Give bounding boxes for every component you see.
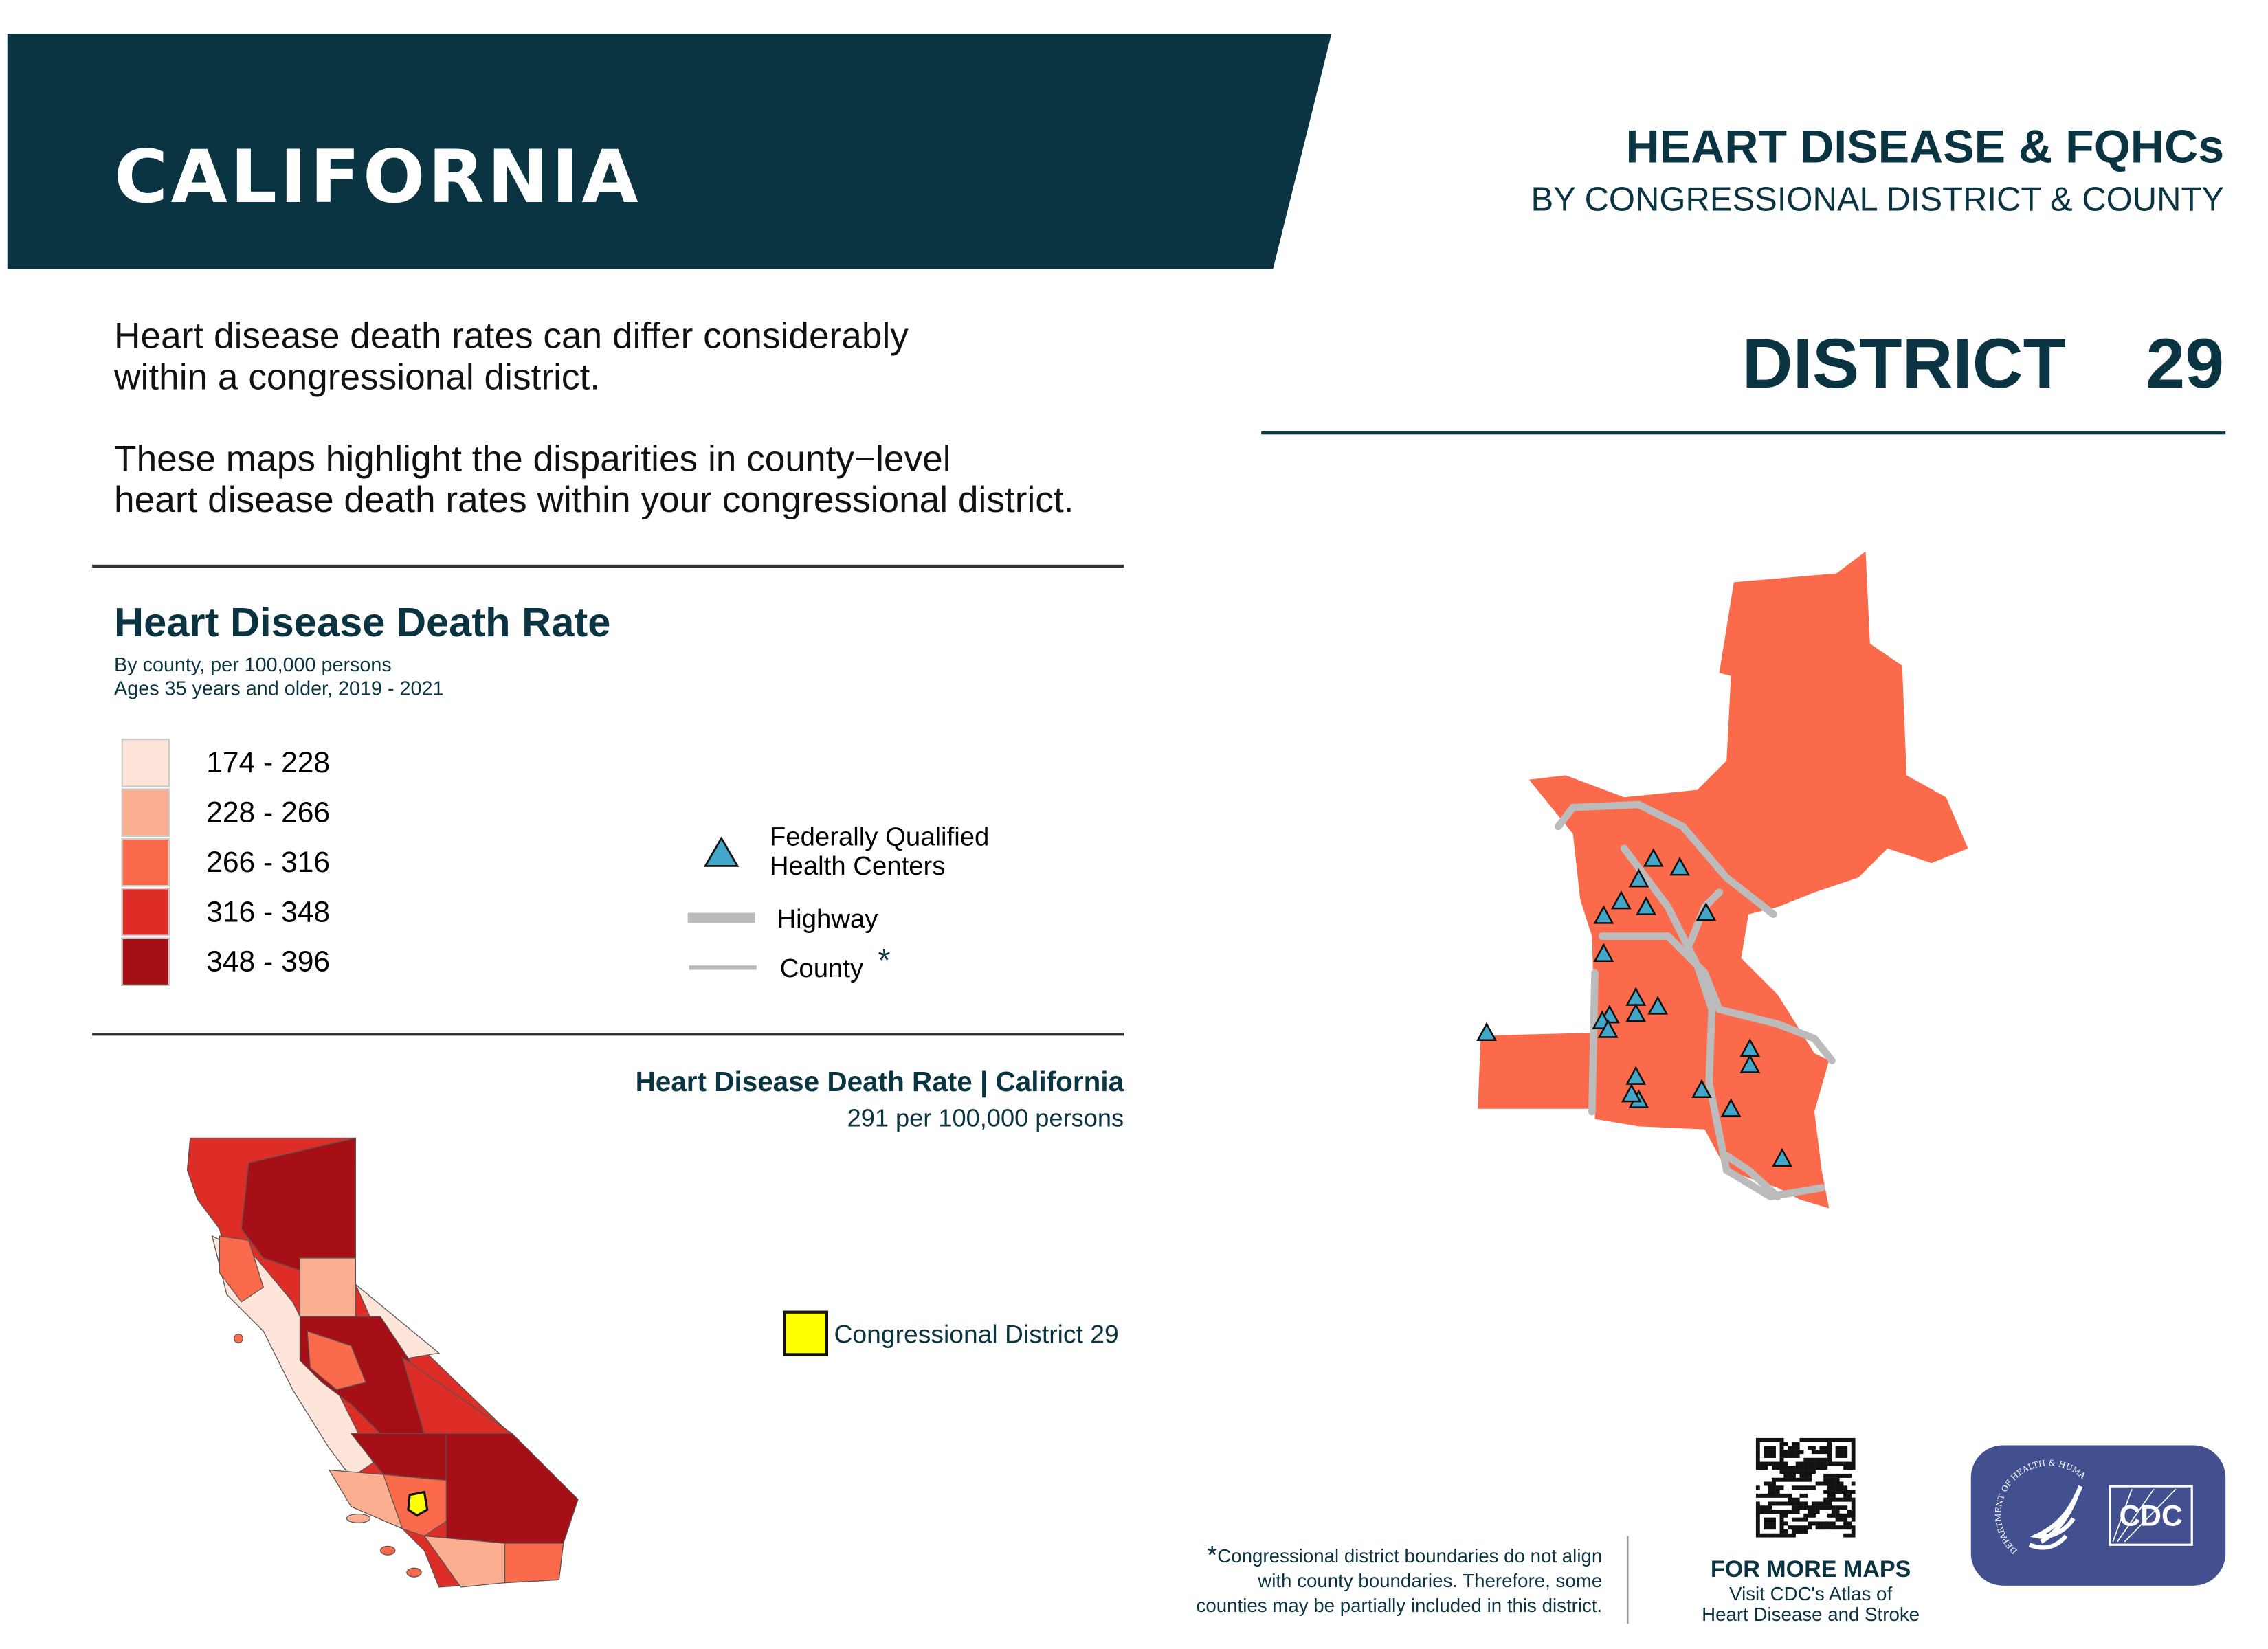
fqhc-triangle-icon	[703, 836, 740, 867]
legend-range: 316 - 348	[206, 897, 331, 929]
header-banner	[7, 33, 1332, 269]
district-legend-label: Congressional District 29	[834, 1319, 1119, 1349]
footnote-asterisk: *	[1207, 1540, 1218, 1570]
divider	[1627, 1536, 1629, 1624]
fqhc-marker-icon	[1696, 902, 1717, 921]
asterisk: *	[878, 942, 891, 979]
footnote-line: Congressional district boundaries do not…	[1217, 1545, 1603, 1567]
fqhc-marker-icon	[1625, 1066, 1647, 1085]
hhs-cdc-logo: DEPARTMENT OF HEALTH & HUMAN SERVICES·US…	[1968, 1437, 2226, 1586]
intro-line: heart disease death rates within your co…	[114, 480, 1074, 521]
legend-highway-label: Highway	[777, 904, 878, 934]
highway	[1598, 932, 1836, 1064]
title-main: HEART DISEASE & FQHCs	[1625, 120, 2225, 173]
legend-swatch	[121, 937, 170, 986]
fqhc-marker-icon	[1647, 996, 1669, 1015]
intro-line: within a congressional district.	[114, 357, 601, 399]
legend-swatch	[121, 739, 170, 787]
more-maps-line: Visit CDC's Atlas of	[1729, 1582, 1893, 1605]
fqhc-marker-icon	[1643, 848, 1664, 867]
state-name: CALIFORNIA	[114, 134, 641, 220]
fqhc-marker-icon	[1621, 1084, 1642, 1103]
county-region	[504, 1543, 564, 1584]
county-region	[445, 1433, 579, 1544]
island	[346, 1513, 371, 1523]
legend-text: Federally Qualified	[769, 822, 990, 852]
highway	[1722, 1152, 1782, 1200]
county-region	[307, 1330, 367, 1391]
hhs-eagle-icon: DEPARTMENT OF HEALTH & HUMAN SERVICES·US…	[1968, 1437, 2193, 1556]
fqhc-marker-icon	[1593, 943, 1614, 963]
legend-range: 348 - 396	[206, 946, 331, 979]
report-title: HEART DISEASE & FQHCs BY CONGRESSIONAL D…	[1531, 120, 2225, 220]
legend-range: 228 - 266	[206, 797, 331, 830]
highway	[1588, 969, 1599, 1116]
intro-paragraph-1: Heart disease death rates can differ con…	[114, 316, 909, 398]
footnote-line: with county boundaries. Therefore, some	[1258, 1569, 1603, 1592]
fqhc-marker-icon	[1720, 1098, 1742, 1117]
svg-text:DEPARTMENT OF HEALTH & HUMAN S: DEPARTMENT OF HEALTH & HUMAN SERVICES·US…	[1971, 1445, 2088, 1556]
district-29-highlight	[407, 1490, 429, 1517]
county-line-icon	[689, 965, 757, 970]
intro-line: Heart disease death rates can differ con…	[114, 315, 909, 357]
fqhc-marker-icon	[1597, 1019, 1619, 1038]
divider	[1261, 431, 2226, 434]
county-region	[219, 1235, 264, 1303]
state-rate-heading: Heart Disease Death Rate | California 29…	[556, 1068, 1124, 1134]
state-rate-value: 291 per 100,000 persons	[847, 1104, 1124, 1132]
fqhc-marker-icon	[1628, 868, 1649, 888]
district-county-area	[1478, 551, 1968, 1209]
legend-text: Health Centers	[769, 851, 946, 881]
fqhc-marker-icon	[1625, 1002, 1647, 1022]
legend-range: 266 - 316	[206, 846, 331, 879]
divider	[92, 1033, 1124, 1035]
highway	[1620, 844, 1825, 1201]
california-map	[186, 1137, 579, 1588]
title-sub: BY CONGRESSIONAL DISTRICT & COUNTY	[1531, 179, 2225, 218]
island	[234, 1334, 244, 1344]
highway-line-icon	[687, 912, 755, 923]
legend-subtitle: By county, per 100,000 persons	[114, 653, 392, 676]
more-maps-line: Heart Disease and Stroke	[1702, 1603, 1920, 1626]
legend-swatch	[121, 838, 170, 887]
legend-county-label: County	[779, 954, 864, 983]
district-legend-swatch	[783, 1310, 829, 1356]
cdc-logo-text: CDC	[2120, 1500, 2183, 1533]
footnote: *Congressional district boundaries do no…	[1142, 1540, 1603, 1618]
hhs-seal-text: DEPARTMENT OF HEALTH & HUMAN SERVICES·US…	[1968, 1437, 2088, 1556]
intro-line: These maps highlight the disparities in …	[114, 438, 951, 480]
legend-subtitle: Ages 35 years and older, 2019 - 2021	[114, 677, 444, 699]
fqhc-marker-icon	[1772, 1147, 1793, 1167]
fqhc-marker-icon	[1691, 1079, 1712, 1099]
fqhc-marker-icon	[1611, 890, 1632, 910]
more-maps-link[interactable]: FOR MORE MAPS Visit CDC's Atlas of Heart…	[1668, 1558, 1953, 1625]
legend-title: Heart Disease Death Rate	[114, 599, 611, 645]
district-label: DISTRICT 29	[1742, 326, 2225, 404]
qr-code-icon[interactable]	[1755, 1437, 1856, 1538]
state-rate-title: Heart Disease Death Rate | California	[635, 1068, 1124, 1099]
legend-swatch	[121, 788, 170, 837]
fqhc-marker-icon	[1593, 905, 1614, 924]
legend-swatch	[121, 888, 170, 936]
fqhc-marker-icon	[1476, 1022, 1497, 1041]
island	[379, 1545, 396, 1556]
county-region	[211, 1235, 374, 1479]
fqhc-marker-icon	[1636, 896, 1657, 915]
more-maps-title: FOR MORE MAPS	[1710, 1558, 1911, 1583]
highway	[1555, 800, 1777, 918]
fqhc-marker-icon	[1739, 1054, 1761, 1073]
legend-fqhc-label: Federally Qualified Health Centers	[770, 822, 990, 880]
island	[406, 1567, 422, 1578]
footnote-line: counties may be partially included in th…	[1196, 1594, 1603, 1617]
divider	[92, 564, 1124, 567]
fqhc-marker-icon	[1669, 857, 1691, 876]
district-map	[1476, 551, 1968, 1209]
legend-range: 174 - 228	[206, 747, 331, 780]
intro-paragraph-2: These maps highlight the disparities in …	[114, 439, 1074, 521]
